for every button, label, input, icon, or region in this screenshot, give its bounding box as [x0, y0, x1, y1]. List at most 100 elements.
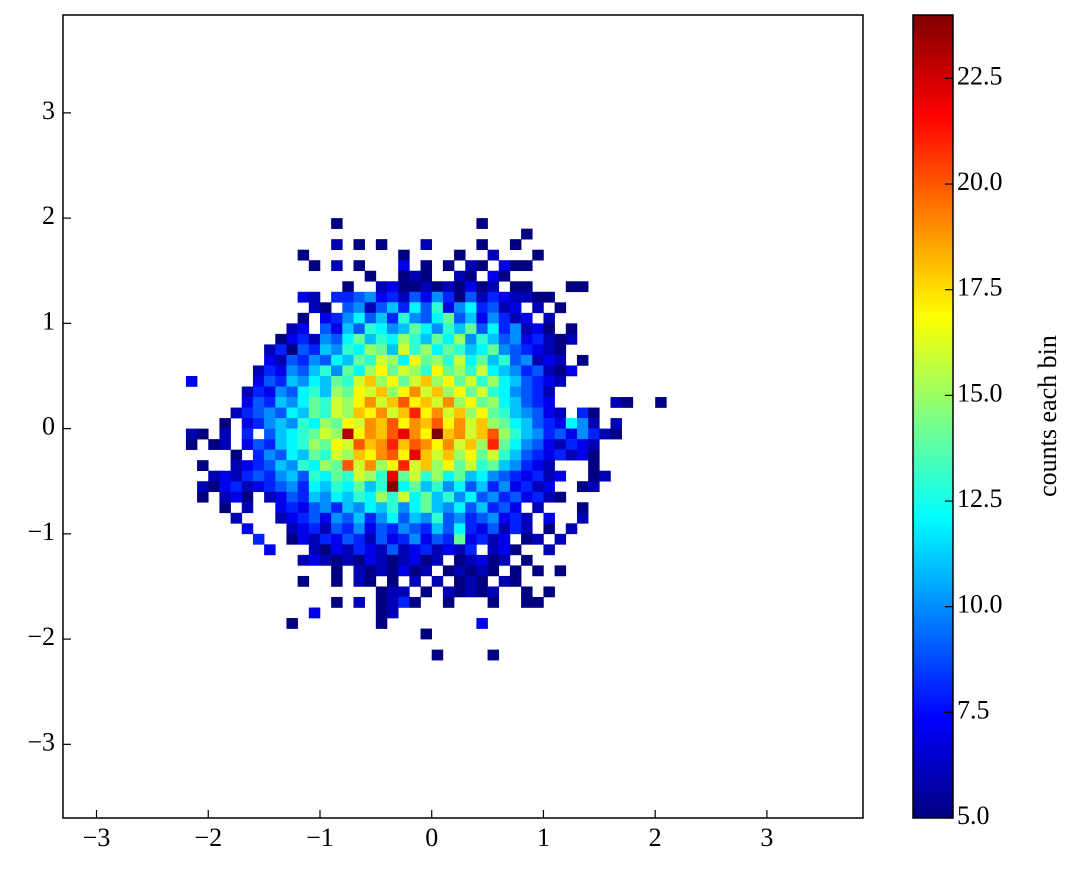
- bin-cell: [252, 397, 265, 408]
- bin-cell: [409, 302, 421, 314]
- bin-cell: [275, 386, 287, 398]
- bin-cell: [387, 333, 399, 345]
- bin-cell: [498, 512, 511, 524]
- bin-cell: [286, 449, 298, 461]
- bin-cell: [319, 439, 332, 450]
- bin-cell: [398, 439, 410, 450]
- bin-cell: [197, 481, 209, 493]
- bin-cell: [364, 418, 377, 429]
- bin-cell: [308, 533, 321, 545]
- bin-cell: [465, 449, 477, 461]
- bin-cell: [275, 449, 287, 461]
- bin-cell: [431, 533, 444, 545]
- bin-cell: [420, 565, 433, 577]
- bin-cell: [387, 502, 399, 514]
- bin-cell: [521, 523, 533, 535]
- bin-cell: [364, 344, 377, 356]
- bin-cell: [431, 523, 444, 535]
- bin-cell: [342, 554, 354, 566]
- bin-cell: [543, 523, 555, 535]
- bin-cell: [252, 407, 265, 419]
- bin-cell: [319, 491, 332, 503]
- bin-cell: [319, 354, 332, 366]
- bin-cell: [476, 439, 488, 450]
- bin-cell: [420, 291, 433, 303]
- bin-cell: [420, 270, 433, 282]
- bin-cell: [476, 281, 488, 293]
- bin-cell: [476, 575, 488, 587]
- bin-cell: [375, 375, 388, 387]
- bin-cell: [275, 481, 287, 493]
- bin-cell: [498, 544, 511, 556]
- bin-cell: [375, 554, 388, 566]
- bin-cell: [576, 512, 589, 524]
- bin-cell: [331, 460, 343, 471]
- bin-cell: [275, 333, 287, 345]
- bin-cell: [543, 439, 555, 450]
- bin-cell: [498, 291, 511, 303]
- bin-cell: [465, 586, 477, 598]
- bin-cell: [442, 460, 455, 471]
- bin-cell: [521, 344, 533, 356]
- bin-cell: [331, 596, 343, 608]
- y-tick-label: −3: [27, 727, 55, 756]
- bin-cell: [487, 418, 500, 429]
- bin-cell: [353, 596, 365, 608]
- bin-cell: [543, 491, 555, 503]
- bin-cell: [476, 302, 488, 314]
- bin-cell: [375, 302, 388, 314]
- bin-cell: [398, 491, 410, 503]
- bin-cell: [498, 312, 511, 324]
- y-tick-label: 1: [42, 306, 55, 335]
- bin-cell: [286, 365, 298, 377]
- bin-cell: [275, 460, 287, 471]
- y-tick-label: 2: [42, 201, 55, 230]
- bin-cell: [576, 439, 589, 450]
- bin-cell: [509, 418, 522, 429]
- bin-cell: [442, 596, 455, 608]
- bin-cell: [342, 460, 354, 471]
- bin-cell: [509, 281, 522, 293]
- bin-cell: [375, 333, 388, 345]
- bin-cell: [241, 502, 254, 514]
- bin-cell: [185, 439, 198, 450]
- bin-cell: [454, 281, 466, 293]
- bin-cell: [476, 407, 488, 419]
- bin-cell: [521, 323, 533, 335]
- bin-cell: [308, 512, 321, 524]
- bin-cell: [476, 554, 488, 566]
- bin-cell: [532, 407, 544, 419]
- bin-cell: [241, 470, 254, 482]
- bin-cell: [398, 323, 410, 335]
- bin-cell: [342, 365, 354, 377]
- bin-cell: [364, 354, 377, 366]
- bin-cell: [431, 333, 444, 345]
- bin-cell: [364, 312, 377, 324]
- bin-cell: [230, 512, 243, 524]
- bin-cell: [576, 428, 589, 440]
- bin-cell: [465, 270, 477, 282]
- bin-cell: [364, 481, 377, 493]
- bin-cell: [476, 512, 488, 524]
- bin-cell: [387, 407, 399, 419]
- bin-cell: [442, 375, 455, 387]
- bin-cell: [353, 344, 365, 356]
- bin-cell: [588, 428, 600, 440]
- bin-cell: [476, 260, 488, 272]
- bin-cell: [521, 365, 533, 377]
- x-tick-label: −1: [306, 823, 334, 852]
- bin-cell: [465, 470, 477, 482]
- bin-cell: [532, 481, 544, 493]
- bin-cell: [442, 502, 455, 514]
- bin-cell: [319, 312, 332, 324]
- bin-cell: [364, 512, 377, 524]
- bin-cell: [308, 449, 321, 461]
- bin-cell: [252, 439, 265, 450]
- bin-cell: [532, 418, 544, 429]
- bin-cell: [342, 323, 354, 335]
- bin-cell: [465, 533, 477, 545]
- bin-cell: [465, 291, 477, 303]
- colorbar-tick-label: 5.0: [957, 801, 990, 830]
- colorbar-tick-label: 22.5: [957, 61, 1003, 90]
- x-tick-label: 2: [649, 823, 662, 852]
